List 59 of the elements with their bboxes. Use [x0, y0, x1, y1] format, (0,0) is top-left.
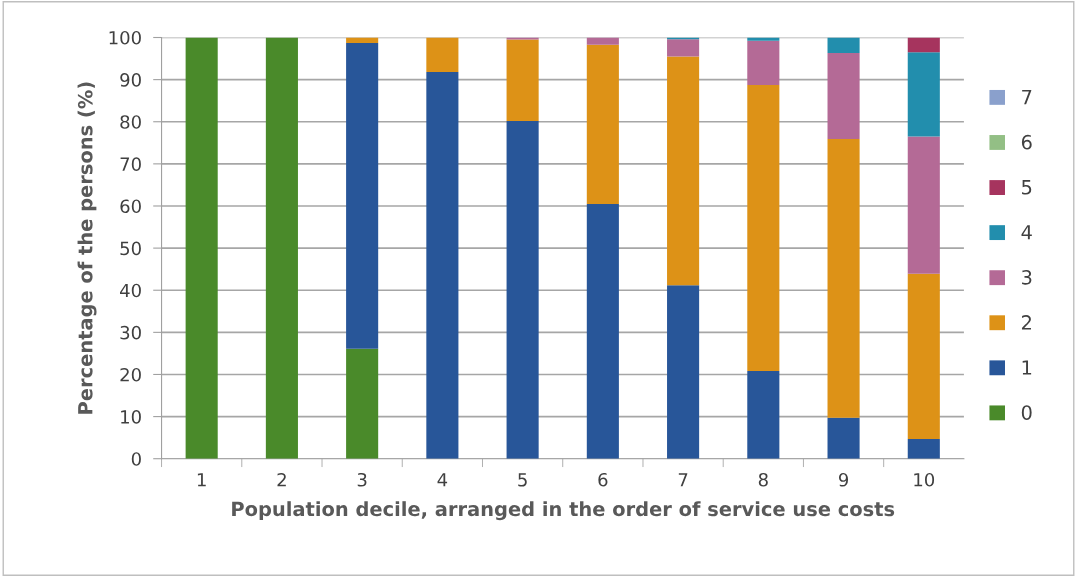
bar: [907, 273, 940, 439]
y-tick-label: 60: [120, 199, 141, 214]
y-tick-label: 40: [120, 283, 141, 298]
bar: [586, 37, 619, 45]
y-tick-label: 80: [120, 115, 141, 129]
legend-label: 7: [1022, 89, 1032, 105]
x-tick-label: 10: [914, 472, 935, 487]
bar: [907, 52, 940, 137]
bar: [747, 371, 780, 459]
legend-label: 2: [1021, 315, 1031, 330]
bar: [827, 37, 860, 54]
x-tick-label: 8: [758, 472, 768, 487]
legend-label: 0: [1021, 405, 1032, 420]
x-tick-label: 3: [357, 472, 367, 487]
y-tick-label: 70: [120, 157, 141, 171]
bar: [667, 285, 700, 459]
bar: [907, 37, 940, 53]
bar: [506, 37, 539, 40]
x-tick-label: 9: [838, 472, 849, 487]
legend-label: 5: [1022, 180, 1032, 195]
bar: [907, 438, 940, 459]
x-tick-label: 6: [598, 472, 608, 487]
y-tick-label: 20: [120, 367, 141, 382]
bar: [907, 136, 940, 274]
bar: [747, 85, 780, 372]
y-tick-label: 50: [120, 241, 141, 256]
x-tick-label: 5: [518, 473, 527, 487]
bar: [586, 203, 619, 459]
x-tick-label: 1: [197, 473, 206, 487]
y-tick-label: 0: [131, 452, 141, 466]
y-axis-title: Percentage of the persons (%): [77, 82, 97, 414]
x-tick-label: 4: [437, 473, 448, 487]
bar: [506, 39, 539, 121]
bar: [426, 72, 459, 459]
bar: [827, 139, 860, 418]
y-tick-label: 90: [120, 73, 141, 87]
bar: [667, 39, 700, 57]
legend-label: 4: [1021, 225, 1032, 240]
bar: [747, 40, 780, 86]
bar: [506, 120, 539, 459]
legend-label: 6: [1021, 134, 1032, 150]
legend-label: 3: [1022, 270, 1032, 285]
bar: [586, 44, 619, 204]
bar: [265, 37, 298, 459]
bar: [667, 56, 700, 286]
x-axis-title: Population decile, arranged in the order of service use costs: [232, 501, 895, 521]
legend-label: 1: [1022, 360, 1032, 375]
x-tick-label: 7: [678, 473, 688, 487]
y-tick-label: 100: [109, 30, 141, 45]
bar: [346, 37, 379, 43]
bar: [346, 348, 379, 459]
bar: [185, 37, 218, 459]
bar: [827, 53, 860, 140]
x-tick-label: 2: [277, 472, 286, 487]
y-tick-label: 30: [120, 325, 141, 340]
bar: [827, 417, 860, 459]
bar: [426, 37, 459, 73]
bar: [346, 42, 379, 349]
y-tick-label: 10: [121, 410, 141, 424]
